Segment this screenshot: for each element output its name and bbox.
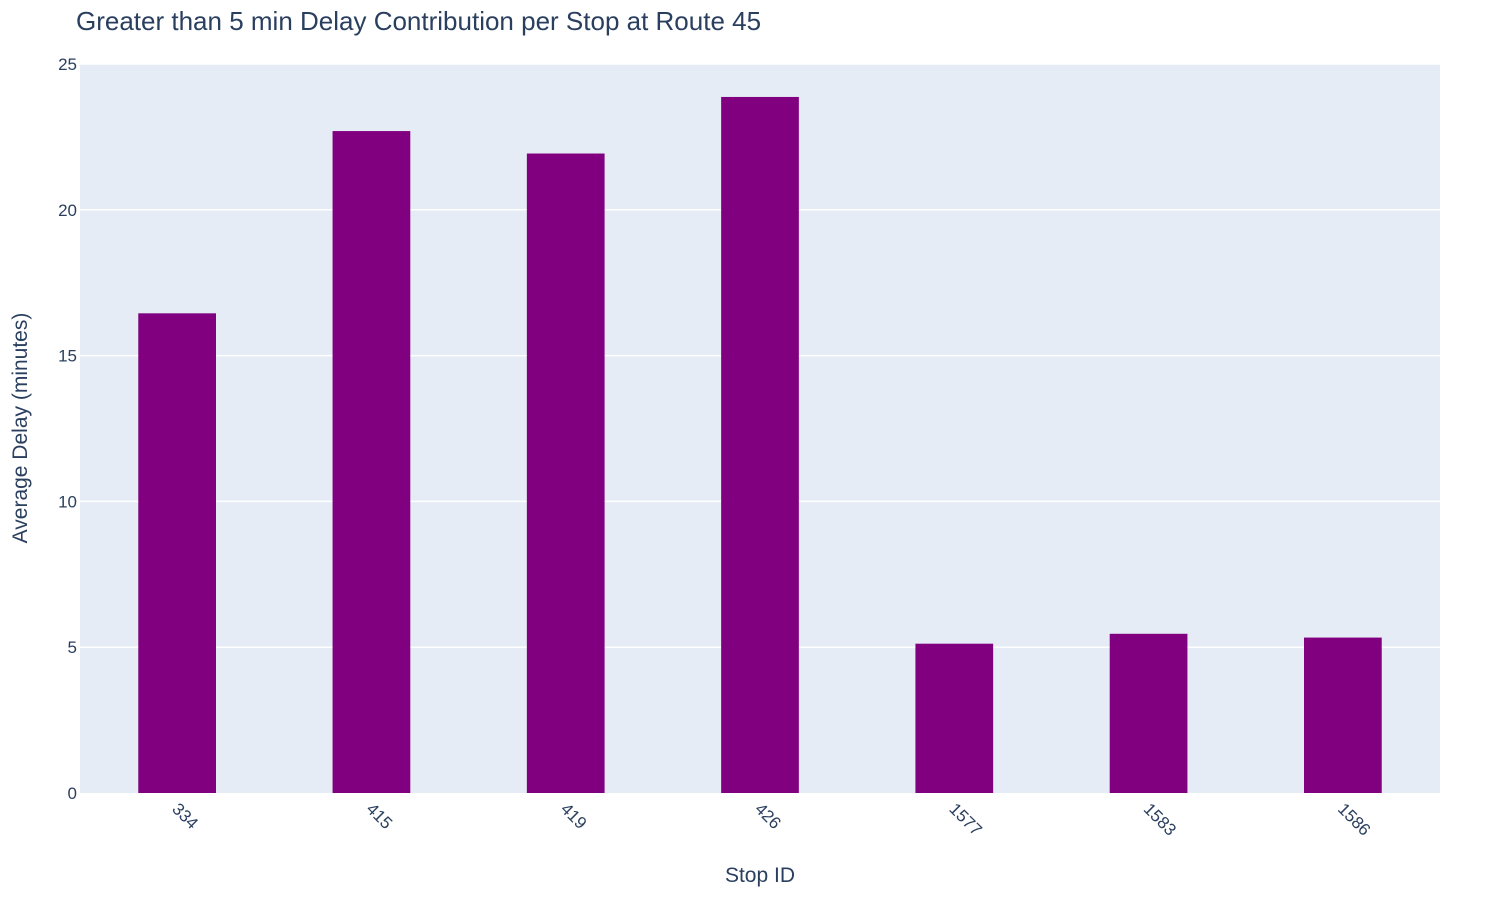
bar-334: [138, 313, 216, 793]
y-tick-label: 15: [58, 347, 77, 366]
x-tick-label: 334: [168, 799, 201, 832]
x-tick-label: 419: [557, 799, 590, 832]
y-tick-label: 0: [68, 784, 77, 803]
bar-415: [332, 131, 411, 793]
x-tick-label: 1586: [1334, 799, 1374, 839]
x-tick-label: 1577: [945, 799, 985, 839]
y-axis-ticks: 0 5 10 15 20 25: [58, 55, 77, 803]
y-axis-title: Average Delay (minutes): [9, 313, 32, 544]
x-tick-label: 415: [363, 799, 396, 832]
x-axis-title: Stop ID: [725, 864, 795, 887]
bar-1577: [915, 643, 994, 793]
bars: [138, 96, 1382, 794]
bar-419: [526, 153, 605, 794]
chart-title: Greater than 5 min Delay Contribution pe…: [76, 6, 761, 36]
bar-1586: [1304, 637, 1382, 793]
y-tick-label: 25: [58, 55, 77, 74]
x-axis-ticks: 334 415 419 426 1577 1583 1586: [168, 799, 1374, 839]
bar-1583: [1109, 633, 1188, 793]
y-tick-label: 10: [58, 492, 77, 511]
x-tick-label: 1583: [1140, 799, 1180, 839]
bar-426: [721, 96, 799, 793]
x-tick-label: 426: [751, 799, 784, 832]
y-tick-label: 20: [58, 201, 77, 220]
y-tick-label: 5: [68, 638, 77, 657]
